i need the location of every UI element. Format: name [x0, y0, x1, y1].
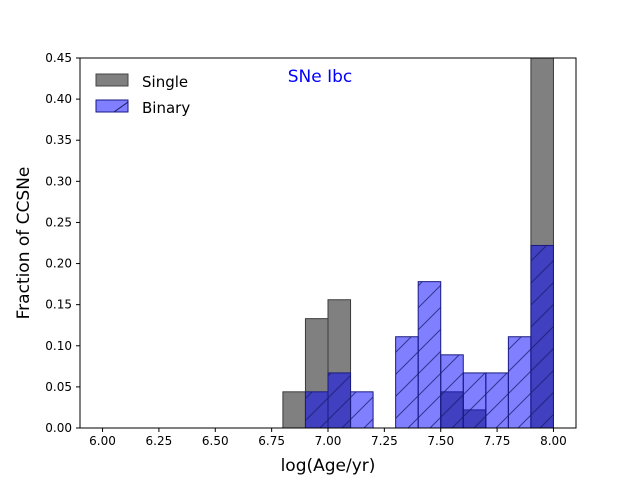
y-tick-label-7: 0.35	[45, 133, 72, 147]
x-tick-label-6: 7.50	[427, 434, 454, 448]
binary-bar-hatch-3	[395, 336, 419, 428]
y-tick-label-1: 0.05	[45, 380, 72, 394]
y-tick-label-8: 0.40	[45, 92, 72, 106]
legend-label-single: Single	[142, 73, 188, 91]
x-tick-label-0: 6.00	[89, 434, 116, 448]
x-tick-label-5: 7.25	[371, 434, 398, 448]
legend: Single Binary	[95, 73, 190, 117]
x-tick-label-1: 6.25	[146, 434, 173, 448]
binary-bar-hatch-2	[350, 391, 374, 428]
x-axis-label: log(Age/yr)	[281, 456, 376, 476]
y-tick-label-3: 0.15	[45, 298, 72, 312]
binary-bar-hatch-1	[328, 372, 351, 428]
binary-bar-hatch-6	[463, 372, 486, 428]
binary-series	[304, 244, 554, 429]
legend-swatch-single	[95, 73, 129, 87]
y-tick-label-6: 0.30	[45, 174, 72, 188]
y-tick-label-0: 0.00	[45, 421, 72, 435]
single-bar-0	[282, 391, 306, 429]
binary-bar-hatch-8	[508, 336, 531, 428]
legend-swatch-binary-hatch	[113, 101, 129, 113]
x-axis-ticks: 6.00 6.25 6.50 6.75 7.00 7.25 7.50 7.75 8.00	[89, 428, 567, 448]
y-axis-ticks: 0.00 0.05 0.10 0.15 0.20 0.25 0.30 0.35 0.40 0.45	[45, 51, 80, 435]
binary-bar-hatch-5	[440, 354, 464, 428]
y-tick-label-4: 0.20	[45, 257, 72, 271]
y-tick-label-9: 0.45	[45, 51, 72, 65]
x-tick-label-7: 7.75	[484, 434, 511, 448]
y-axis-label: Fraction of CCSNe	[14, 167, 34, 320]
x-tick-label-8: 8.00	[540, 434, 567, 448]
binary-bar-hatch-9	[530, 245, 554, 428]
y-tick-label-5: 0.25	[45, 215, 72, 229]
chart-annotation: SNe Ibc	[288, 67, 353, 87]
binary-bar-hatch-7	[485, 372, 509, 428]
binary-bar-hatch-0	[305, 391, 328, 428]
x-tick-label-2: 6.50	[202, 434, 229, 448]
legend-swatch-binary	[95, 99, 129, 113]
binary-bar-hatch-4	[418, 281, 441, 428]
legend-label-binary: Binary	[142, 99, 190, 117]
x-tick-label-4: 7.00	[315, 434, 342, 448]
x-tick-label-3: 6.75	[258, 434, 285, 448]
y-tick-label-2: 0.10	[45, 339, 72, 353]
